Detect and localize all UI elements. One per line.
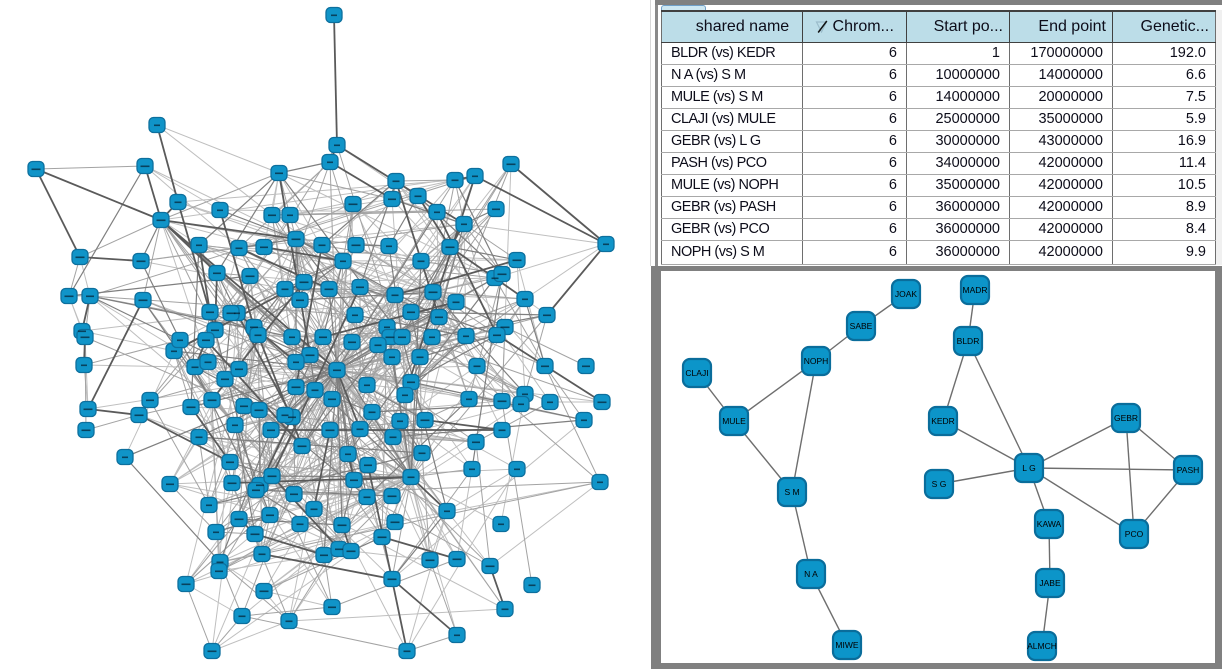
svg-text:MULE: MULE <box>722 416 746 426</box>
svg-text:KEDR: KEDR <box>931 416 955 426</box>
svg-text:PASH: PASH <box>1177 465 1200 475</box>
svg-text:SABE: SABE <box>850 321 873 331</box>
svg-text:L G: L G <box>1022 463 1035 473</box>
svg-text:MADR: MADR <box>962 285 987 295</box>
svg-text:CLAJI: CLAJI <box>685 368 708 378</box>
svg-text:GEBR: GEBR <box>1114 413 1138 423</box>
svg-text:MIWE: MIWE <box>835 640 858 650</box>
svg-text:PCO: PCO <box>1125 529 1144 539</box>
svg-text:S M: S M <box>784 487 799 497</box>
svg-text:JABE: JABE <box>1039 578 1061 588</box>
svg-text:KAWA: KAWA <box>1037 519 1062 529</box>
svg-text:S G: S G <box>932 479 947 489</box>
svg-text:NOPH: NOPH <box>804 356 829 366</box>
svg-text:JOAK: JOAK <box>895 289 918 299</box>
svg-text:N A: N A <box>804 569 818 579</box>
svg-text:ALMCH: ALMCH <box>1027 641 1057 651</box>
svg-text:BLDR: BLDR <box>957 336 980 346</box>
